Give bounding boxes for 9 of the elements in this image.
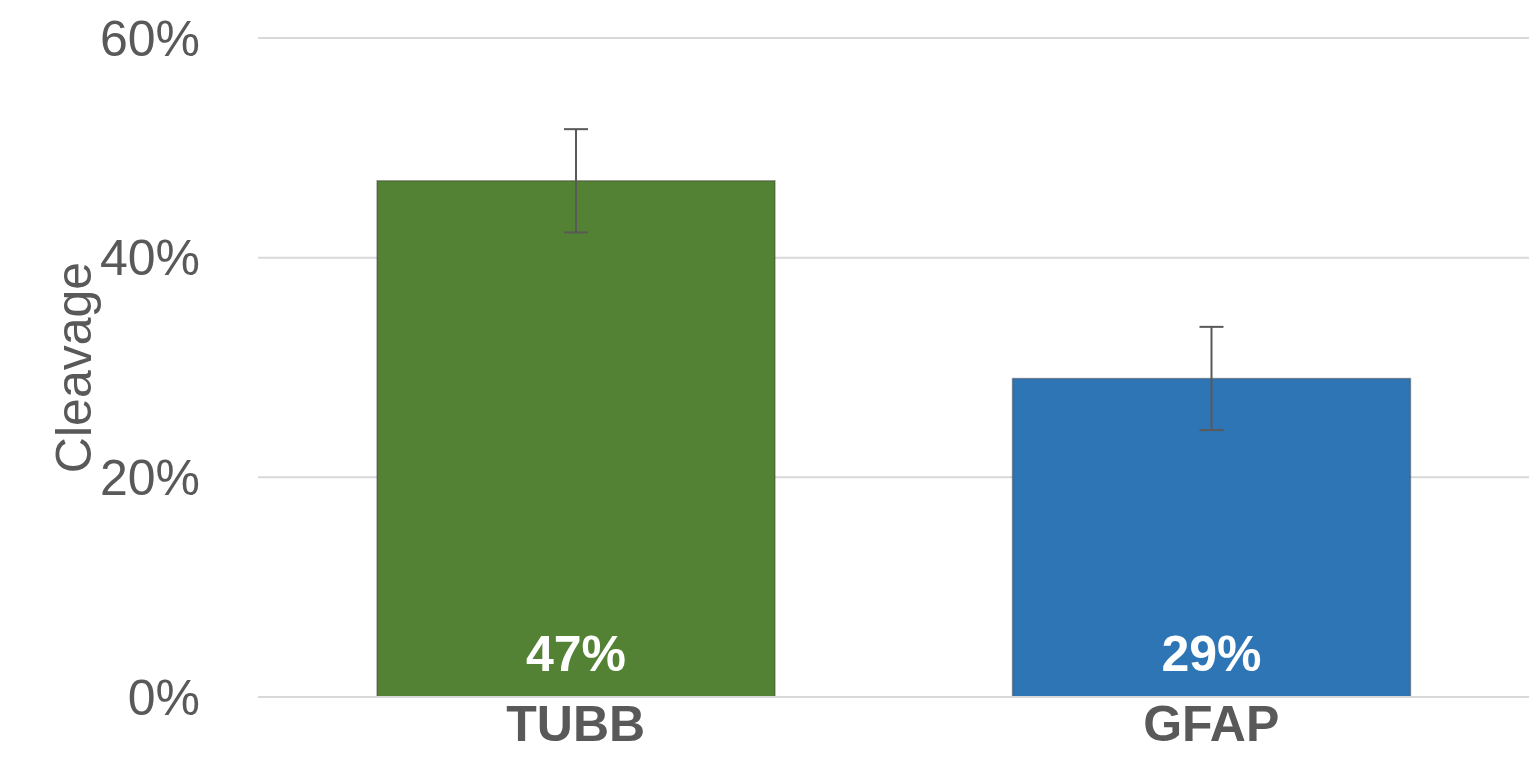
data-label: 47% — [525, 626, 627, 682]
y-tick-label: 40% — [99, 230, 200, 287]
y-tick-label: 60% — [99, 10, 200, 67]
y-axis-title: Cleavage — [45, 261, 102, 474]
x-tick-label: TUBB — [506, 695, 646, 752]
y-tick-label: 20% — [99, 450, 200, 507]
x-tick-label: GFAP — [1143, 695, 1280, 752]
data-label: 29% — [1161, 626, 1262, 682]
y-tick-label: 0% — [127, 669, 200, 726]
